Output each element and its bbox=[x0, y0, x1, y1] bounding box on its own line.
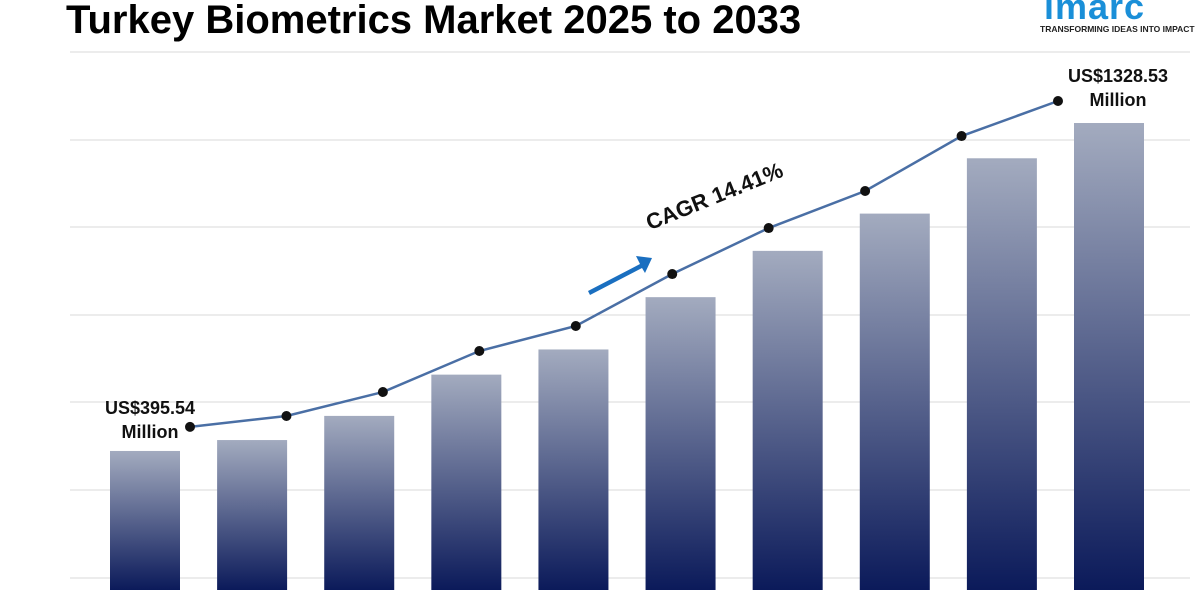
bar bbox=[431, 374, 502, 590]
bar bbox=[859, 213, 930, 590]
point bbox=[956, 131, 967, 142]
point bbox=[185, 421, 195, 432]
logo-tagline: TRANSFORMING IDEAS INTO IMPACT bbox=[1040, 24, 1195, 34]
bar bbox=[110, 450, 180, 590]
point bbox=[281, 411, 292, 422]
value-label: US$1328.53 Million bbox=[1067, 66, 1169, 110]
point bbox=[1053, 96, 1063, 106]
logo: imarc bbox=[1044, 0, 1146, 27]
trend-line bbox=[189, 99, 1059, 429]
value-label: US$395.54 Million bbox=[104, 397, 196, 442]
bar bbox=[324, 415, 395, 590]
bar bbox=[217, 440, 288, 590]
point bbox=[377, 387, 388, 398]
bar bbox=[538, 349, 609, 590]
point bbox=[474, 346, 485, 357]
bar bbox=[645, 297, 716, 590]
chart-title: Turkey Biometrics Market 2025 to 2033 bbox=[66, 0, 802, 42]
point bbox=[763, 223, 774, 234]
point bbox=[860, 186, 871, 197]
bar bbox=[752, 250, 823, 590]
point bbox=[570, 321, 581, 332]
bar bbox=[1074, 123, 1144, 590]
point bbox=[667, 269, 678, 280]
cagr-arrow bbox=[588, 256, 652, 295]
bar bbox=[966, 158, 1037, 590]
